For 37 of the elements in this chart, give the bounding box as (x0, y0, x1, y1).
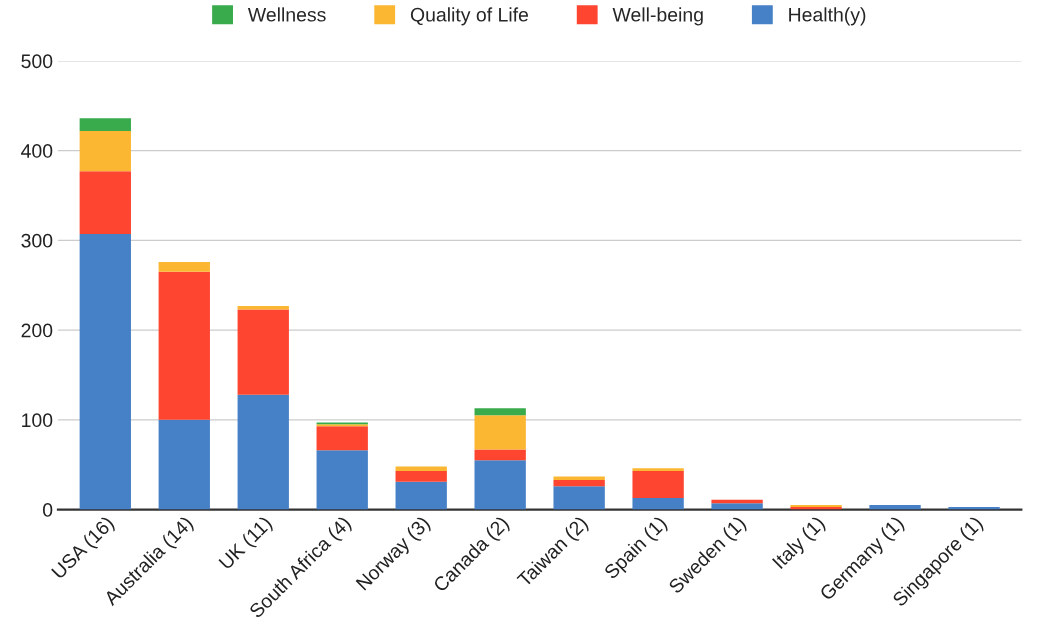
bar (553, 476, 605, 480)
bar (474, 415, 526, 450)
legend-label: Quality of Life (410, 7, 529, 26)
bar (158, 271, 210, 420)
bar (553, 479, 605, 487)
bar (395, 471, 447, 482)
legend-label: Health(y) (789, 7, 866, 26)
bar (237, 309, 289, 395)
y-tick-label: 300 (21, 233, 53, 248)
y-tick-label: 500 (21, 54, 53, 69)
bar (79, 171, 131, 235)
bar (474, 460, 526, 510)
bar (632, 468, 684, 472)
bar (316, 450, 368, 510)
y-tick-label: 0 (43, 503, 53, 517)
bar (79, 118, 131, 131)
y-tick-label: 400 (21, 144, 53, 158)
bar (632, 471, 684, 498)
y-tick-label: 200 (21, 323, 53, 338)
bar (869, 505, 921, 510)
bar (158, 419, 210, 510)
bar (553, 486, 605, 510)
bar (158, 261, 210, 272)
bar (316, 426, 368, 451)
bar (79, 234, 131, 510)
legend-label: Well-being (612, 7, 703, 26)
bar (474, 449, 526, 461)
bar (632, 497, 684, 510)
bar (395, 481, 447, 510)
bar (474, 408, 526, 416)
bar (711, 503, 763, 510)
bar (79, 130, 131, 172)
legend-label: Wellness (247, 7, 326, 22)
bar (237, 394, 289, 510)
y-tick-label: 100 (22, 413, 53, 428)
x-tick-label: UK (11) (217, 515, 276, 573)
x-tick-label: USA (16) (50, 515, 118, 582)
